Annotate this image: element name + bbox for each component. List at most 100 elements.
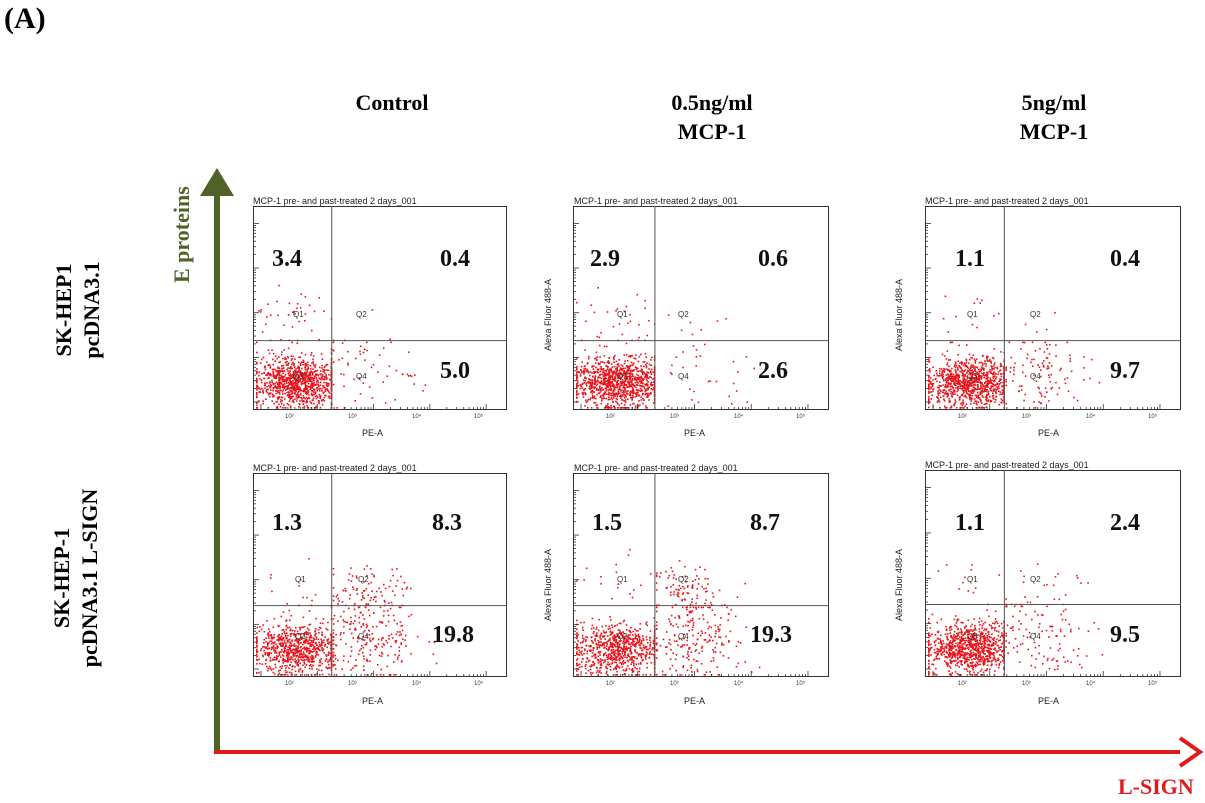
event-dot <box>969 371 971 374</box>
event-dot <box>296 662 299 664</box>
event-dot <box>285 660 287 662</box>
event-dot <box>308 379 310 381</box>
event-dot <box>285 620 287 622</box>
event-dot <box>383 644 385 646</box>
event-dot <box>288 362 290 364</box>
event-dot <box>1048 367 1050 369</box>
event-dot <box>979 391 982 393</box>
event-dot <box>591 366 593 368</box>
event-dot <box>280 353 283 356</box>
event-dot <box>312 641 315 644</box>
event-dot <box>303 396 305 399</box>
event-dot <box>365 626 368 629</box>
event-dot <box>323 385 325 388</box>
event-dot <box>979 302 981 304</box>
event-dot <box>641 389 643 391</box>
event-dot <box>341 342 344 344</box>
event-dot <box>1089 377 1091 380</box>
event-dot <box>311 376 314 379</box>
event-dot <box>293 385 296 388</box>
event-dot <box>649 376 651 378</box>
event-dot <box>644 383 646 386</box>
event-dot <box>282 642 284 645</box>
event-dot <box>964 389 967 392</box>
event-dot <box>298 320 300 323</box>
event-dot <box>1038 387 1040 390</box>
event-dot <box>391 568 393 571</box>
event-dot <box>600 672 602 674</box>
event-dot <box>624 394 627 397</box>
event-dot <box>932 390 934 393</box>
event-dot <box>256 637 258 640</box>
event-dot <box>307 642 309 645</box>
event-dot <box>287 641 289 643</box>
event-dot <box>302 359 305 362</box>
event-dot <box>364 606 367 609</box>
q2-percent: 0.4 <box>1110 246 1140 272</box>
event-dot <box>604 391 607 394</box>
x-tick: 10² <box>285 414 294 420</box>
event-dot <box>271 400 273 402</box>
event-dot <box>623 310 626 313</box>
event-dot <box>295 394 298 396</box>
event-dot <box>263 649 265 652</box>
event-dot <box>614 376 616 378</box>
event-dot <box>301 626 303 629</box>
event-dot <box>600 368 602 371</box>
event-dot <box>614 377 616 379</box>
event-dot <box>704 343 706 346</box>
event-dot <box>594 371 596 373</box>
event-dot <box>320 669 323 672</box>
event-dot <box>969 379 972 382</box>
event-dot <box>949 385 951 388</box>
event-dot <box>635 379 638 382</box>
event-dot <box>258 310 260 312</box>
event-dot <box>605 371 608 373</box>
event-dot <box>613 385 616 387</box>
event-dot <box>289 395 292 398</box>
event-dot <box>970 391 972 394</box>
event-dot <box>992 367 994 370</box>
event-dot <box>289 664 291 666</box>
event-dot <box>986 371 989 374</box>
event-dot <box>287 357 290 359</box>
event-dot <box>953 403 955 406</box>
event-dot <box>979 400 982 403</box>
event-dot <box>646 666 648 669</box>
x-axis-title: PE-A <box>684 428 706 438</box>
event-dot <box>639 390 642 393</box>
event-dot <box>964 363 967 366</box>
event-dot <box>596 393 598 396</box>
event-dot <box>976 391 979 394</box>
event-dot <box>401 629 404 632</box>
event-dot <box>636 381 638 383</box>
event-dot <box>287 314 290 316</box>
event-dot <box>284 635 287 637</box>
event-dot <box>290 661 292 663</box>
event-dot <box>350 580 353 582</box>
event-dot <box>595 366 597 369</box>
event-dot <box>312 390 314 393</box>
event-dot <box>949 382 952 385</box>
event-dot <box>307 640 309 643</box>
event-dot <box>599 385 601 388</box>
event-dot <box>265 637 267 640</box>
event-dot <box>636 389 638 391</box>
event-dot <box>256 651 258 654</box>
event-dot <box>337 620 339 622</box>
event-dot <box>298 388 300 391</box>
event-dot <box>987 360 989 362</box>
event-dot <box>363 639 366 641</box>
event-dot <box>956 375 959 377</box>
event-dot <box>289 370 291 372</box>
event-dot <box>345 643 347 645</box>
q1-label: Q1 <box>293 310 304 319</box>
event-dot <box>325 378 328 381</box>
event-dot <box>1013 369 1015 372</box>
event-dot <box>281 367 284 370</box>
event-dot <box>298 655 301 657</box>
event-dot <box>305 630 308 633</box>
event-dot <box>312 393 315 396</box>
event-dot <box>319 643 321 646</box>
event-dot <box>993 376 995 378</box>
